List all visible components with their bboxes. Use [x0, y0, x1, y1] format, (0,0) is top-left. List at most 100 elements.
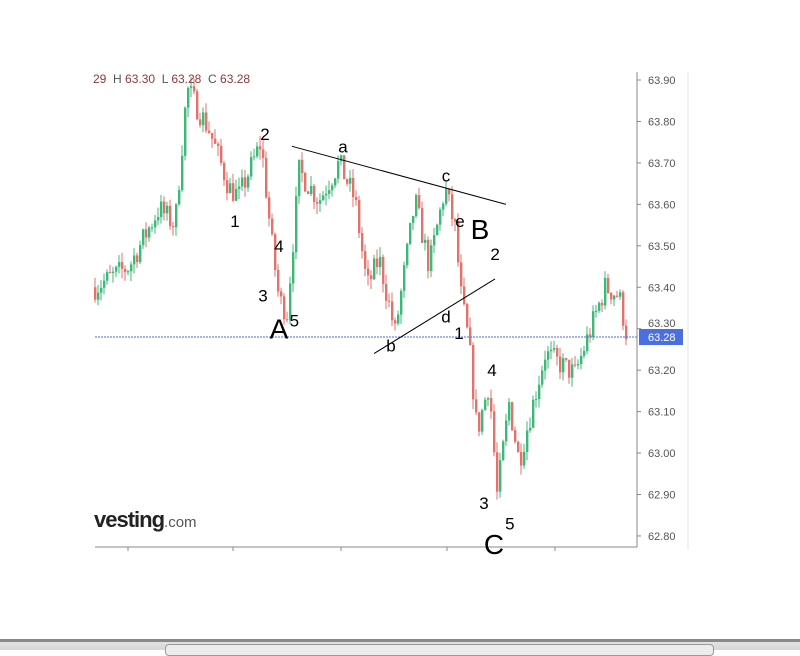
candle-body [277, 269, 280, 292]
candle-body [343, 155, 346, 180]
candle-body [454, 219, 457, 222]
scrollbar-thumb[interactable] [165, 644, 714, 656]
wave-label-4: 4 [487, 361, 496, 380]
candle-body [574, 364, 577, 366]
trendline [291, 145, 507, 205]
candle-body [460, 262, 463, 287]
candle-body [244, 177, 247, 188]
candle-body [619, 292, 622, 297]
candle-body [523, 451, 526, 466]
candle-body [391, 301, 394, 321]
logo-suffix: .com [164, 514, 197, 531]
candle-body [115, 266, 118, 272]
candle-body [484, 399, 487, 411]
candle-body [112, 271, 115, 273]
wave-label-C: C [484, 529, 504, 560]
candle-body [262, 149, 265, 158]
wave-label-2: 2 [260, 125, 269, 144]
candle-body [577, 364, 580, 366]
candle-body [169, 205, 172, 227]
candle-body [481, 410, 484, 432]
candle-body [445, 188, 448, 204]
candle-body [505, 420, 508, 442]
candle-body [472, 345, 475, 400]
candle-body [502, 441, 505, 461]
candle-body [211, 132, 214, 139]
candle-body [295, 196, 298, 253]
ohlc-readout: 29 H 63.30 L 63.28 C 63.28 [93, 72, 250, 86]
candle-body [121, 262, 124, 269]
candle-body [325, 193, 328, 196]
candle-body [316, 202, 319, 204]
candle-body [565, 358, 568, 360]
candle-body [598, 302, 601, 311]
candle-body [334, 178, 337, 186]
candle-body [580, 355, 583, 365]
candle-body [625, 325, 628, 340]
candle-body [424, 239, 427, 243]
candle-body [136, 255, 139, 263]
candle-body [439, 209, 442, 225]
current-price-badge [639, 328, 683, 345]
wave-label-5: 5 [505, 515, 514, 534]
y-tick-label: 62.80 [648, 531, 676, 543]
candle-body [178, 189, 181, 205]
y-tick-label: 63.80 [648, 116, 676, 128]
candle-body [148, 227, 151, 238]
candle-body [508, 402, 511, 421]
candle-body [280, 291, 283, 297]
candle-body [247, 176, 250, 188]
candle-body [289, 283, 292, 320]
candle-body [604, 277, 607, 306]
candle-body [490, 398, 493, 412]
y-tick-label: 62.90 [648, 490, 676, 502]
candle-body [559, 356, 562, 373]
candle-body [184, 107, 187, 156]
candle-body [310, 185, 313, 194]
candle-body [478, 412, 481, 432]
candle-body [196, 91, 199, 120]
candle-body [256, 146, 259, 157]
candle-body [385, 284, 388, 301]
candle-body [358, 199, 361, 233]
candle-body [496, 452, 499, 492]
candle-body [259, 146, 262, 150]
candle-body [232, 183, 235, 201]
candle-body [304, 173, 307, 192]
candle-body [397, 314, 400, 324]
ohlc-open-partial: 29 [93, 72, 107, 86]
candle-body [130, 264, 133, 272]
candle-body [610, 292, 613, 300]
candle-body [436, 224, 439, 236]
candle-body [538, 384, 541, 400]
candle-body [475, 399, 478, 413]
candle-body [229, 183, 232, 194]
current-price-label: 63.28 [648, 332, 676, 344]
close-value: 63.28 [220, 72, 251, 86]
candle-body [106, 272, 109, 281]
candle-body [556, 348, 559, 357]
candle-body [526, 430, 529, 452]
candle-body [322, 195, 325, 201]
candle-body [160, 201, 163, 218]
candle-body [340, 155, 343, 162]
candle-body [133, 255, 136, 265]
candle-body [487, 398, 490, 400]
candle-body [364, 251, 367, 269]
candle-body [541, 370, 544, 385]
candle-body [253, 156, 256, 158]
candle-body [118, 262, 121, 267]
candle-body [199, 119, 202, 126]
candle-body [535, 399, 538, 401]
wave-label-d: d [441, 307, 450, 326]
close-label: C [208, 72, 217, 86]
candle-body [421, 208, 424, 243]
candle-body [532, 399, 535, 428]
candle-body [448, 188, 451, 195]
candle-body [412, 216, 415, 223]
candle-body [172, 226, 175, 228]
candle-body [265, 157, 268, 198]
candle-body [145, 229, 148, 238]
candle-body [403, 265, 406, 291]
